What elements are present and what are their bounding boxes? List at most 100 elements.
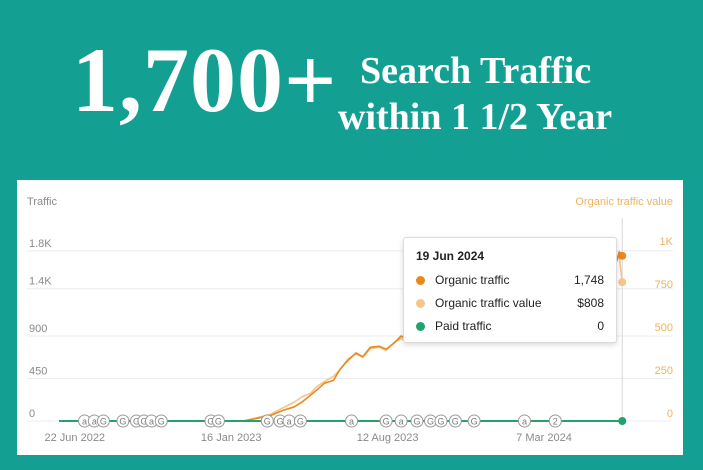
event-marker-circle bbox=[467, 414, 481, 428]
x-tick-label: 12 Aug 2023 bbox=[357, 432, 419, 444]
headline-number: 1,700+ bbox=[72, 29, 338, 131]
organic-traffic-value-legend-dot bbox=[416, 299, 425, 308]
y-right-tick-label: 750 bbox=[655, 279, 673, 291]
headline-line-2: within 1 1/2 Year bbox=[338, 96, 613, 138]
tooltip-label: Paid traffic bbox=[435, 319, 492, 333]
hover-point-paid-traffic bbox=[618, 417, 627, 425]
event-marker[interactable]: a bbox=[144, 414, 158, 428]
event-marker-symbol: a bbox=[82, 417, 87, 427]
event-marker-circle bbox=[410, 414, 424, 428]
x-tick-label: 22 Jun 2022 bbox=[45, 432, 106, 444]
event-marker-symbol: G bbox=[215, 417, 222, 427]
event-marker-circle bbox=[260, 414, 274, 428]
event-marker[interactable]: G bbox=[211, 414, 225, 428]
event-marker-symbol: G bbox=[427, 417, 434, 427]
event-marker-symbol: G bbox=[140, 417, 147, 427]
tooltip-row-paid-traffic: Paid traffic 0 bbox=[416, 318, 604, 336]
event-marker-circle bbox=[434, 414, 448, 428]
event-marker[interactable]: G bbox=[260, 414, 274, 428]
event-marker[interactable]: G bbox=[379, 414, 393, 428]
y-right-axis-title: Organic traffic value bbox=[575, 196, 673, 208]
event-marker[interactable]: G bbox=[154, 414, 168, 428]
event-marker-symbol: G bbox=[471, 417, 478, 427]
event-marker[interactable]: G bbox=[96, 414, 110, 428]
event-marker-symbol: G bbox=[413, 417, 420, 427]
event-marker-circle bbox=[96, 414, 110, 428]
y-left-tick-label: 450 bbox=[29, 365, 47, 377]
event-marker[interactable]: a bbox=[517, 414, 531, 428]
event-marker-circle bbox=[394, 414, 408, 428]
event-marker[interactable]: a bbox=[394, 414, 408, 428]
event-marker[interactable]: G bbox=[434, 414, 448, 428]
tooltip-value: $808 bbox=[577, 296, 604, 310]
paid-traffic-legend-dot bbox=[416, 322, 425, 331]
event-marker-symbol: G bbox=[207, 417, 214, 427]
event-marker-circle bbox=[379, 414, 393, 428]
y-left-tick-label: 1.8K bbox=[29, 238, 52, 250]
event-marker[interactable]: 2 bbox=[548, 414, 562, 428]
event-marker-symbol: 2 bbox=[553, 417, 558, 427]
y-right-ticks: 0 250 500 750 1K bbox=[655, 236, 674, 420]
tooltip-label: Organic traffic value bbox=[435, 296, 542, 310]
y-right-tick-label: 250 bbox=[655, 365, 673, 377]
event-marker-circle bbox=[116, 414, 130, 428]
traffic-chart[interactable]: Traffic Organic traffic value 0 450 900 1.4… bbox=[17, 180, 683, 455]
event-marker[interactable]: G bbox=[410, 414, 424, 428]
y-right-tick-label: 0 bbox=[667, 408, 673, 420]
event-marker-symbol: G bbox=[119, 417, 126, 427]
event-marker-symbol: a bbox=[522, 417, 527, 427]
event-marker[interactable]: G bbox=[467, 414, 481, 428]
y-left-axis-title: Traffic bbox=[27, 196, 57, 208]
event-marker-symbol: a bbox=[349, 417, 354, 427]
event-marker-symbol: a bbox=[399, 417, 404, 427]
event-marker-circle bbox=[448, 414, 462, 428]
event-marker-circle bbox=[345, 414, 359, 428]
event-marker[interactable]: a bbox=[345, 414, 359, 428]
event-marker[interactable]: a bbox=[282, 414, 296, 428]
tooltip-row-organic-traffic: Organic traffic 1,748 bbox=[416, 272, 604, 290]
event-marker[interactable]: G bbox=[273, 414, 287, 428]
tooltip-label: Organic traffic bbox=[435, 273, 510, 287]
event-marker-symbol: G bbox=[100, 417, 107, 427]
event-marker[interactable]: a bbox=[78, 414, 92, 428]
x-tick-label: 7 Mar 2024 bbox=[516, 432, 572, 444]
tooltip-row-organic-traffic-value: Organic traffic value $808 bbox=[416, 295, 604, 313]
tooltip-value: 0 bbox=[597, 319, 604, 333]
chart-tooltip: 19 Jun 2024 Organic traffic 1,748 Organi… bbox=[403, 237, 617, 343]
event-marker-symbol: G bbox=[438, 417, 445, 427]
event-marker[interactable]: G bbox=[293, 414, 307, 428]
tooltip-date: 19 Jun 2024 bbox=[416, 249, 485, 263]
event-marker-symbol: G bbox=[277, 417, 284, 427]
event-marker-circle bbox=[154, 414, 168, 428]
hover-point-organic-traffic-value bbox=[618, 278, 627, 287]
y-right-tick-label: 500 bbox=[655, 322, 673, 334]
hover-point-organic-traffic bbox=[618, 251, 627, 260]
headline-line-1: Search Traffic bbox=[360, 50, 592, 92]
event-marker-symbol: G bbox=[133, 417, 140, 427]
y-left-tick-label: 0 bbox=[29, 408, 35, 420]
event-marker-symbol: G bbox=[383, 417, 390, 427]
traffic-chart-panel: Traffic Organic traffic value 0 450 900 1.4… bbox=[17, 180, 683, 455]
tooltip-value: 1,748 bbox=[573, 273, 604, 287]
y-left-tick-label: 1.4K bbox=[29, 276, 52, 288]
x-tick-label: 16 Jan 2023 bbox=[201, 432, 262, 444]
organic-traffic-legend-dot bbox=[416, 276, 425, 285]
x-ticks: 22 Jun 2022 16 Jan 2023 12 Aug 2023 7 Mar 2… bbox=[45, 432, 572, 444]
event-marker[interactable]: a bbox=[87, 414, 101, 428]
y-left-ticks: 0 450 900 1.4K 1.8K bbox=[29, 238, 52, 420]
event-marker[interactable]: G bbox=[448, 414, 462, 428]
event-marker-circle bbox=[548, 414, 562, 428]
y-left-tick-label: 900 bbox=[29, 323, 47, 335]
event-marker-circle bbox=[211, 414, 225, 428]
event-marker[interactable]: G bbox=[116, 414, 130, 428]
event-marker-circle bbox=[293, 414, 307, 428]
event-marker-symbol: G bbox=[452, 417, 459, 427]
event-marker-symbol: a bbox=[92, 417, 97, 427]
event-marker-symbol: G bbox=[158, 417, 165, 427]
event-marker-symbol: G bbox=[264, 417, 271, 427]
hover-points bbox=[618, 251, 627, 425]
y-right-tick-label: 1K bbox=[660, 236, 674, 248]
event-marker-circle bbox=[517, 414, 531, 428]
event-marker-symbol: G bbox=[297, 417, 304, 427]
